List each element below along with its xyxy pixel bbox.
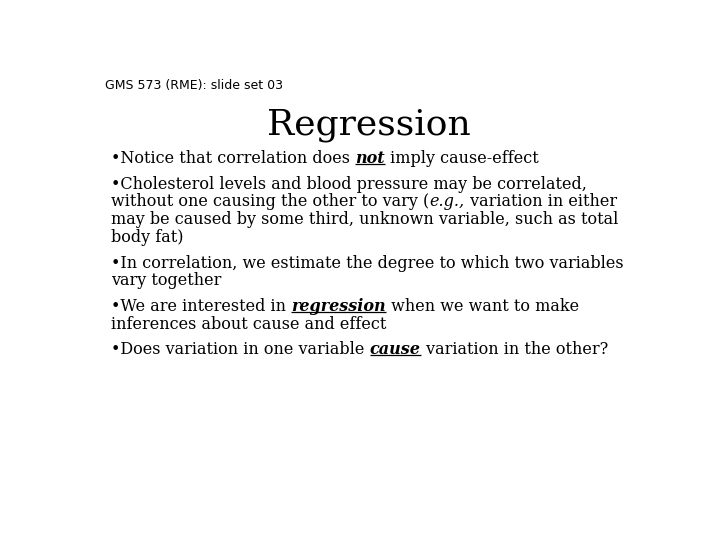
Text: •We are interested in: •We are interested in: [111, 298, 292, 315]
Text: •Notice that correlation does: •Notice that correlation does: [111, 150, 356, 167]
Text: variation in the other?: variation in the other?: [420, 341, 608, 358]
Text: without one causing the other to vary (: without one causing the other to vary (: [111, 193, 429, 211]
Text: GMS 573 (RME): slide set 03: GMS 573 (RME): slide set 03: [105, 79, 283, 92]
Text: cause: cause: [369, 341, 420, 358]
Text: variation in either: variation in either: [464, 193, 617, 211]
Text: inferences about cause and effect: inferences about cause and effect: [111, 316, 387, 333]
Text: Regression: Regression: [267, 109, 471, 143]
Text: vary together: vary together: [111, 273, 222, 289]
Text: regression: regression: [292, 298, 386, 315]
Text: e.g.,: e.g.,: [429, 193, 464, 211]
Text: body fat): body fat): [111, 229, 184, 246]
Text: •Does variation in one variable: •Does variation in one variable: [111, 341, 369, 358]
Text: may be caused by some third, unknown variable, such as total: may be caused by some third, unknown var…: [111, 211, 618, 228]
Text: •Cholesterol levels and blood pressure may be correlated,: •Cholesterol levels and blood pressure m…: [111, 176, 587, 193]
Text: not: not: [356, 150, 385, 167]
Text: imply cause-effect: imply cause-effect: [385, 150, 539, 167]
Text: •In correlation, we estimate the degree to which two variables: •In correlation, we estimate the degree …: [111, 254, 624, 272]
Text: when we want to make: when we want to make: [386, 298, 579, 315]
